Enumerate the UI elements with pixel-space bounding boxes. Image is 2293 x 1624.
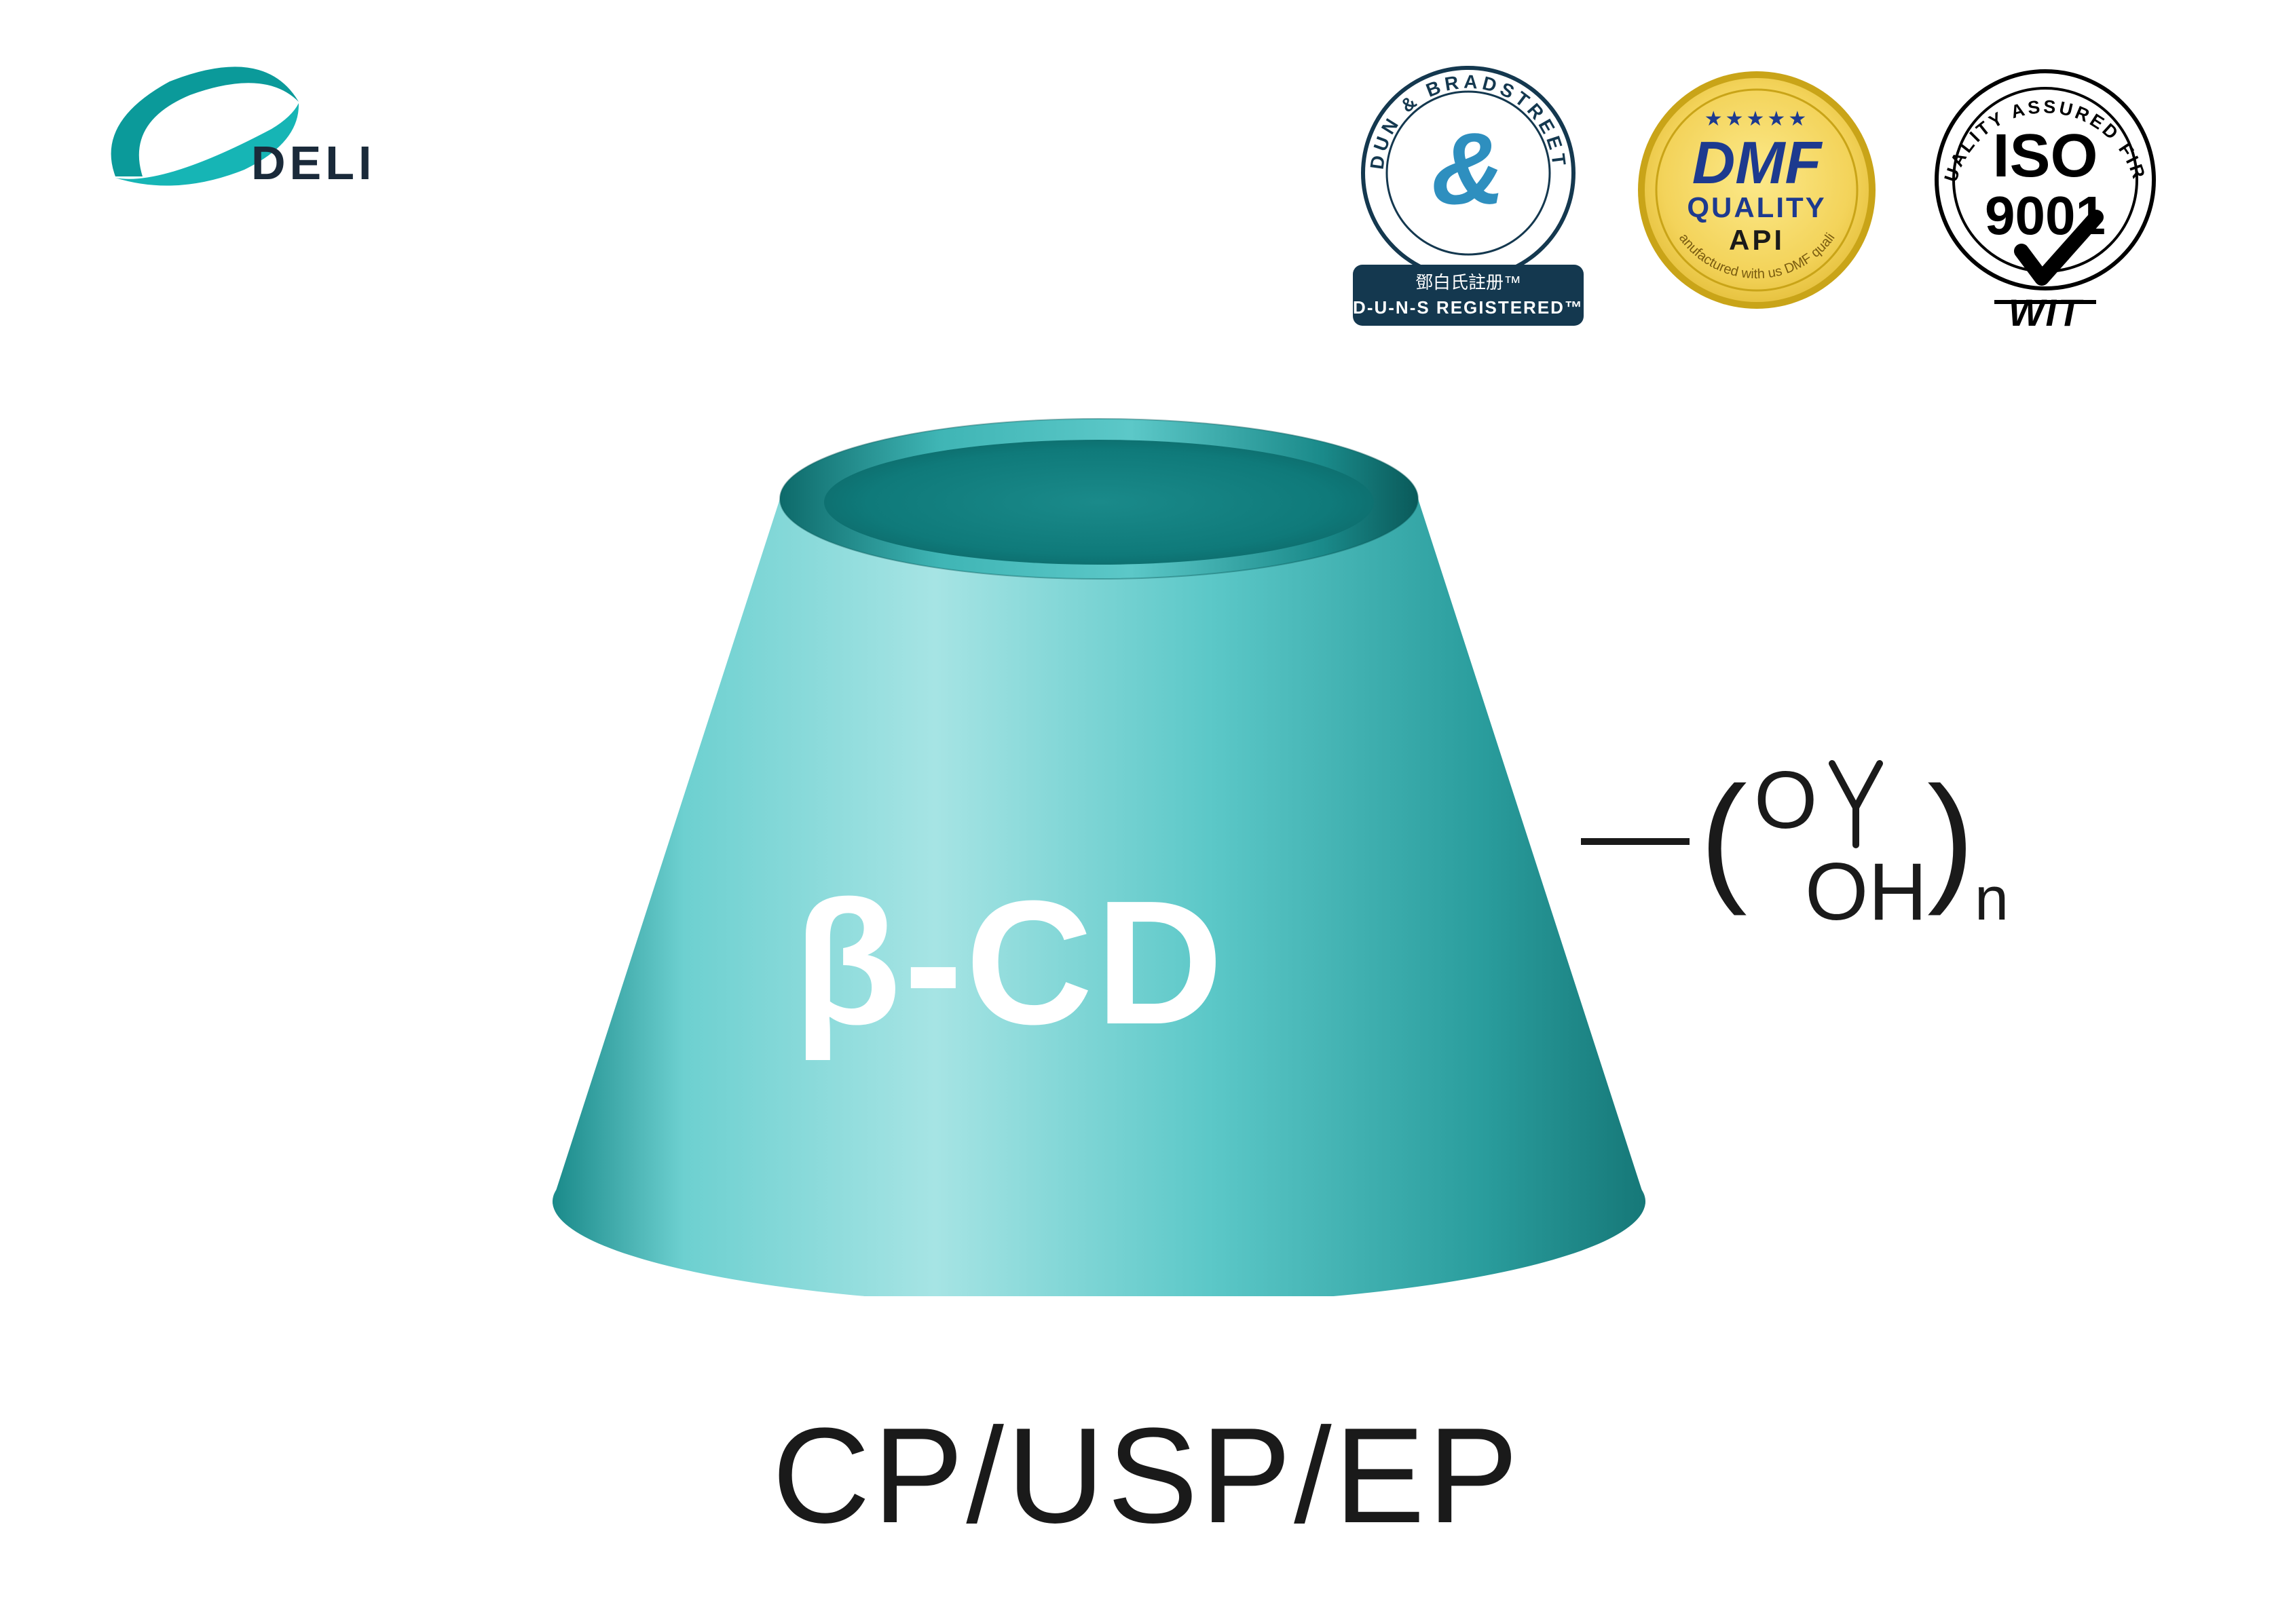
dmf-line2: QUALITY [1687, 191, 1826, 223]
paren-open: ( [1700, 757, 1747, 916]
formula-subscript: n [1975, 865, 2009, 933]
substituent-formula: ( O OH ) n [1581, 733, 2056, 964]
duns-footer1: 鄧白氏註册™ [1415, 272, 1521, 292]
duns-badge: DUN & BRADSTREET & 鄧白氏註册™ D-U-N-S REGIST… [1343, 61, 1594, 333]
iso-line1: ISO [1992, 122, 2098, 190]
ampersand-icon: & [1432, 111, 1505, 225]
standards-text: CP/USP/EP [0, 1398, 2293, 1554]
brand-name: DELI [251, 136, 375, 190]
formula-o: O [1754, 755, 1817, 846]
molecule-diagram: β-CD ( O OH ) n [0, 380, 2293, 1398]
paren-close: ) [1927, 757, 1975, 916]
brand-logo: DELI [88, 61, 375, 197]
certification-badges: DUN & BRADSTREET & 鄧白氏註册™ D-U-N-S REGIST… [1343, 61, 2171, 333]
dmf-stars: ★★★★★ [1704, 108, 1809, 130]
iso-badge: QUALITY ASSURED FIRM ISO 9001 WIT [1920, 61, 2171, 333]
dmf-line3: API [1729, 224, 1785, 256]
cone-label: β-CD [794, 862, 1226, 1065]
duns-footer2: D-U-N-S REGISTERED™ [1353, 297, 1584, 318]
formula-oh: OH [1805, 846, 1927, 937]
dmf-line1: DMF [1692, 129, 1823, 196]
branch-icon [1832, 763, 1880, 845]
cyclodextrin-cone-icon [522, 380, 1676, 1296]
iso-bottom: WIT [2009, 291, 2084, 333]
dmf-badge: ★★★★★ DMF QUALITY API Manufactured with … [1631, 61, 1882, 333]
